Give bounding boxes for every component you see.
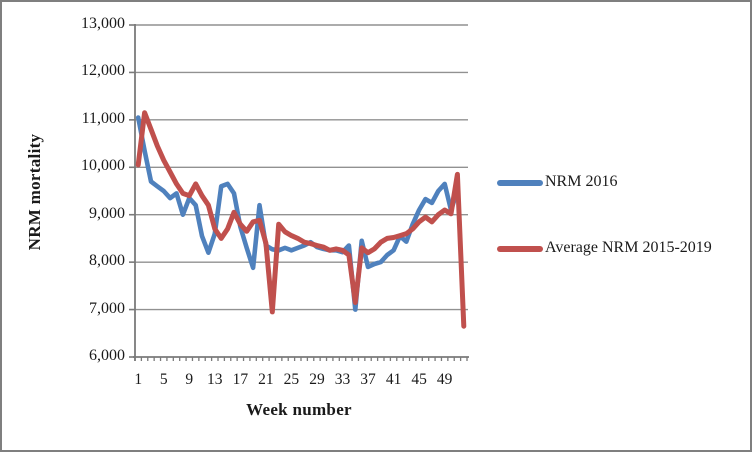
y-tick-label: 10,000 <box>81 157 125 175</box>
y-axis-title: NRM mortality <box>25 133 44 251</box>
x-tick-label: 41 <box>385 371 402 388</box>
x-tick-label: 25 <box>283 371 300 388</box>
x-tick-label: 9 <box>185 371 194 388</box>
x-tick-label: 33 <box>334 371 351 388</box>
x-tick-label: 1 <box>134 371 143 388</box>
y-tick-label: 9,000 <box>89 204 125 222</box>
x-tick-label: 17 <box>232 371 249 388</box>
y-tick-label: 13,000 <box>81 15 125 32</box>
y-tick-label: 11,000 <box>81 109 125 127</box>
y-tick-label: 12,000 <box>81 62 125 80</box>
x-tick-label: 37 <box>360 371 376 388</box>
series-line-0 <box>135 115 460 312</box>
legend-line-marker-red <box>497 246 543 252</box>
x-tick-label: 21 <box>258 371 274 388</box>
x-tick-label: 49 <box>436 371 453 388</box>
x-tick-label: 13 <box>207 371 223 388</box>
legend-label: Average NRM 2015-2019 <box>545 239 712 256</box>
x-axis-title: Week number <box>246 400 352 419</box>
legend-line-marker-blue <box>497 180 543 186</box>
x-tick-label: 45 <box>411 371 427 388</box>
x-tick-label: 5 <box>159 371 168 388</box>
y-tick-label: 6,000 <box>89 347 125 364</box>
legend-label: NRM 2016 <box>545 173 618 190</box>
y-tick-label: 7,000 <box>89 299 125 317</box>
x-tick-label: 29 <box>309 371 325 388</box>
y-tick-label: 8,000 <box>89 252 125 270</box>
series-line-1 <box>135 110 467 329</box>
